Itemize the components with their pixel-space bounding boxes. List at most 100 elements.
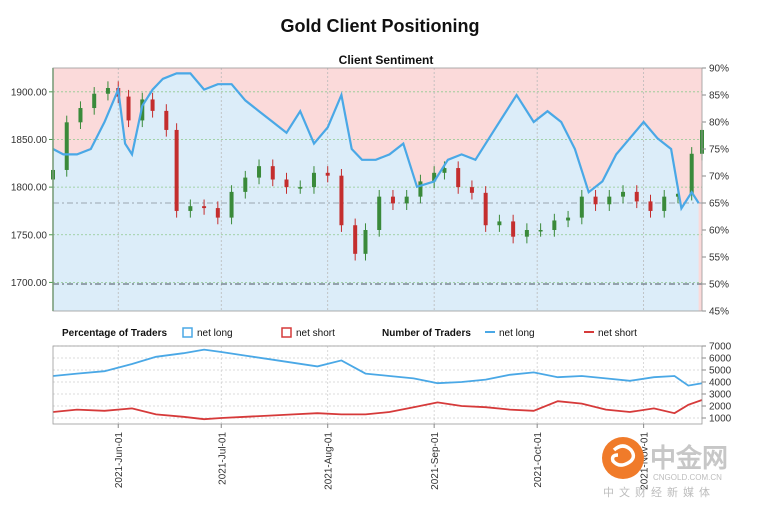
candle-body: [215, 208, 220, 218]
grid: [53, 68, 702, 311]
legend: Percentage of Traders net long net short…: [62, 327, 637, 339]
right-tick-label: 75%: [709, 145, 729, 156]
candle-body: [579, 196, 584, 218]
candle-body: [404, 196, 409, 204]
legend-item-net-long-num: net long: [499, 328, 535, 339]
candle-body: [621, 191, 626, 197]
series-net-short-num: [52, 399, 703, 421]
candle-body: [418, 181, 423, 197]
candle-body: [377, 196, 382, 230]
candle-body: [78, 108, 83, 123]
candle-body: [552, 220, 557, 230]
legend-swatch-net-long-pct: [182, 327, 193, 338]
right-tick-label: 45%: [709, 307, 729, 318]
legend-item-net-long-pct: net long: [197, 328, 233, 339]
bottom-tick-label: 5000: [709, 366, 732, 377]
candle-body: [634, 191, 639, 202]
x-tick-label: 2021-Jul-01: [217, 432, 228, 485]
candle-body: [390, 196, 395, 204]
candle-body: [270, 166, 275, 180]
legend-swatch-net-short-pct: [281, 327, 292, 338]
candle-body: [662, 196, 667, 211]
bottom-tick-label: 6000: [709, 354, 732, 365]
right-tick-label: 60%: [709, 226, 729, 237]
legend-left-title: Percentage of Traders: [62, 328, 167, 339]
x-tick-label: 2021-Jun-01: [114, 432, 125, 489]
right-axis: 90% 85% 80% 75% 70% 65% 60% 55% 50% 45%: [702, 64, 729, 318]
watermark-brand: 中金网: [650, 443, 728, 474]
candle-body: [524, 230, 529, 237]
candle-body: [648, 201, 653, 211]
right-tick-label: 85%: [709, 91, 729, 102]
candle-body: [126, 96, 131, 121]
bottom-tick-label: 3000: [709, 390, 732, 401]
x-tick-label: 2021-Aug-01: [324, 432, 335, 490]
legend-item-net-short-pct: net short: [296, 328, 335, 339]
candle-body: [442, 168, 447, 173]
candle-body: [593, 196, 598, 205]
main-frame: [52, 67, 703, 312]
candle-body: [566, 217, 571, 221]
left-tick-label: 1850.00: [11, 135, 48, 146]
bottom-tick-label: 1000: [709, 414, 732, 425]
left-tick-label: 1900.00: [11, 87, 48, 98]
main-panel: 1900.00 1850.00 1800.00 1750.00 1700.00 90% 8…: [11, 64, 729, 318]
candle-body: [497, 221, 502, 226]
series-net-long-pct: [52, 72, 700, 212]
watermark-url: CNGOLD.COM.CN: [653, 473, 722, 482]
left-tick-label: 1800.00: [11, 183, 48, 194]
candle-body: [311, 172, 316, 188]
candle-body: [432, 172, 437, 182]
candle-body: [689, 153, 694, 194]
series-net-long-num: [52, 348, 703, 387]
legend-item-net-short-num: net short: [598, 328, 637, 339]
right-tick-label: 65%: [709, 199, 729, 210]
candle-body: [675, 193, 680, 197]
candle-body: [92, 93, 97, 109]
candle-body: [511, 221, 516, 237]
candle-body: [164, 110, 169, 130]
candle-body: [202, 206, 207, 209]
right-tick-label: 70%: [709, 172, 729, 183]
candle-body: [325, 172, 330, 176]
right-tick-label: 55%: [709, 253, 729, 264]
watermark-logo: 中金网 CNGOLD.COM.CN 中文财经新媒体: [602, 437, 728, 499]
candle-body: [284, 179, 289, 188]
watermark-circle: [602, 437, 644, 479]
candle-body: [243, 177, 248, 192]
candle-body: [538, 230, 543, 232]
candle-body: [363, 230, 368, 254]
chart-subtitle: Client Sentiment: [339, 53, 434, 67]
candle-body: [339, 175, 344, 226]
candle-body: [188, 206, 193, 211]
left-tick-label: 1750.00: [11, 230, 48, 241]
watermark-swirl: [610, 444, 636, 467]
legend-right-title: Number of Traders: [382, 328, 471, 339]
candle-body: [150, 99, 155, 111]
candle-body: [469, 187, 474, 193]
candle-body: [257, 166, 262, 178]
right-tick-label: 80%: [709, 118, 729, 129]
chart-title: Gold Client Positioning: [280, 16, 480, 36]
candle-body: [607, 196, 612, 205]
candle-body: [64, 122, 69, 170]
x-tick-label: 2021-Oct-01: [533, 432, 544, 488]
x-tick-label: 2021-Sep-01: [430, 432, 441, 490]
bottom-frame: [52, 345, 703, 425]
x-axis: 2021-Jun-01 2021-Jul-01 2021-Aug-01 2021-Se…: [114, 424, 651, 490]
watermark-tagline: 中文财经新媒体: [603, 485, 715, 499]
right-tick-label: 90%: [709, 64, 729, 75]
candle-body: [229, 191, 234, 218]
bottom-tick-label: 4000: [709, 378, 732, 389]
x-tick-label: 2021-Nov-01: [640, 432, 651, 490]
left-tick-label: 1700.00: [11, 278, 48, 289]
candle-body: [298, 187, 303, 189]
candle-body: [353, 225, 358, 254]
candle-body: [105, 88, 110, 94]
bottom-tick-label: 2000: [709, 402, 732, 413]
candle-body: [483, 192, 488, 226]
left-axis: 1900.00 1850.00 1800.00 1750.00 1700.00: [11, 68, 54, 311]
